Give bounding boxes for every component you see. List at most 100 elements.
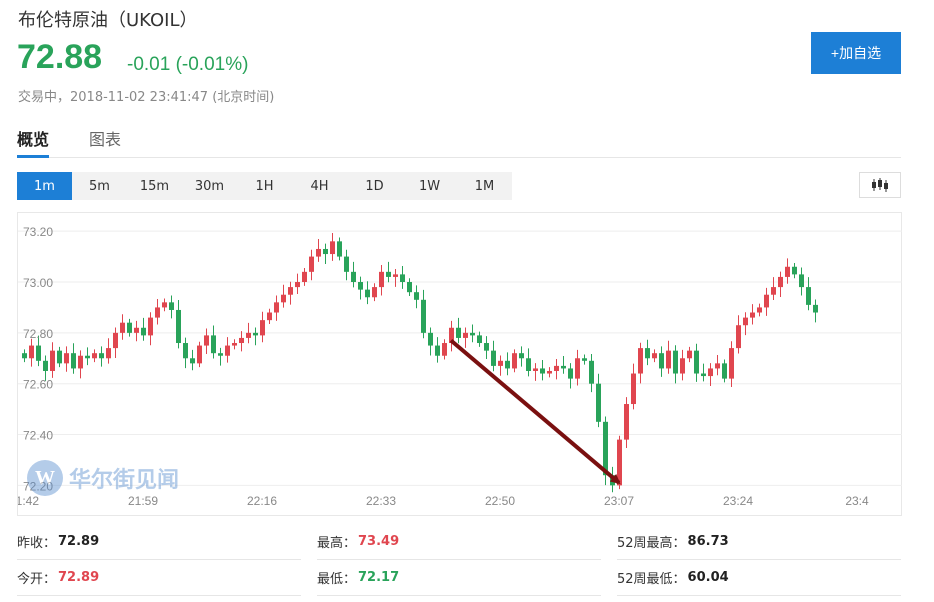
- candle-body: [309, 256, 314, 272]
- candle-body: [729, 348, 734, 379]
- candle-body: [407, 282, 412, 293]
- candle-body: [589, 360, 594, 384]
- period-30m[interactable]: 30m: [194, 178, 225, 194]
- stat-label: 今开：: [17, 572, 57, 587]
- candle-body: [680, 358, 685, 374]
- period-5m[interactable]: 5m: [89, 178, 110, 194]
- candle-body: [645, 348, 650, 359]
- x-tick-label: 21:42: [18, 494, 39, 508]
- candle-body: [470, 332, 475, 336]
- period-1h[interactable]: 1H: [255, 178, 274, 194]
- candle-body: [771, 287, 776, 295]
- candle-body: [127, 322, 132, 333]
- period-1m[interactable]: 1m: [17, 172, 72, 200]
- candle-body: [365, 289, 370, 298]
- candle-body: [71, 353, 76, 369]
- x-tick-label: 22:33: [366, 494, 396, 508]
- candle-body: [302, 271, 307, 283]
- candle-body: [92, 353, 97, 359]
- candle-body: [197, 345, 202, 364]
- candle-body: [162, 302, 167, 308]
- candle-body: [512, 353, 517, 369]
- candle-body: [120, 322, 125, 333]
- period-selector: 1m 5m 15m 30m 1H 4H 1D 1W 1M: [17, 172, 512, 200]
- price-chart[interactable]: 73.20 73.00 72.80 72.60 72.40 72.2021:42 21:59…: [17, 212, 902, 516]
- stat-high: 最高： 73.49: [317, 524, 601, 560]
- period-1w[interactable]: 1W: [418, 178, 441, 194]
- add-to-watchlist-button[interactable]: +加自选: [811, 32, 901, 74]
- candle-body: [659, 353, 664, 369]
- candle-body: [701, 373, 706, 377]
- stats-panel: 昨收： 72.89 最高： 73.49 52周最高： 86.73 今开： 72.…: [17, 524, 901, 600]
- candle-body: [442, 343, 447, 356]
- stat-52w-low: 52周最低： 60.04: [617, 560, 901, 596]
- x-tick-label: 21:59: [128, 494, 158, 508]
- candle-body: [694, 350, 699, 374]
- watermark: W 华尔街见闻: [27, 460, 179, 496]
- candle-body: [498, 360, 503, 366]
- candle-body: [561, 365, 566, 369]
- tab-chart[interactable]: 图表: [89, 130, 122, 149]
- candle-body: [22, 353, 27, 359]
- candle-body: [526, 358, 531, 371]
- x-tick-label: 22:16: [247, 494, 277, 508]
- tab-overview[interactable]: 概览: [17, 126, 50, 158]
- candle-body: [281, 294, 286, 303]
- candle-body: [99, 353, 104, 359]
- candle-body: [218, 353, 223, 356]
- candle-body: [64, 353, 69, 364]
- x-tick-label: 22:50: [485, 494, 515, 508]
- candle-body: [183, 343, 188, 359]
- candle-body: [141, 327, 146, 336]
- stat-prev-close: 昨收： 72.89: [17, 524, 301, 560]
- candle-body: [372, 287, 377, 298]
- candle-body: [176, 309, 181, 344]
- candle-body: [715, 363, 720, 369]
- candle-body: [603, 421, 608, 476]
- stat-open: 今开： 72.89: [17, 560, 301, 596]
- candle-body: [414, 292, 419, 300]
- candle-body: [764, 294, 769, 308]
- candle-body: [239, 337, 244, 344]
- candle-body: [330, 241, 335, 255]
- candle-body: [428, 332, 433, 346]
- period-4h[interactable]: 4H: [310, 178, 329, 194]
- candle-body: [617, 439, 622, 486]
- stat-label: 52周最低：: [617, 572, 686, 587]
- y-tick-label: 72.20: [23, 479, 53, 493]
- candle-body: [421, 299, 426, 333]
- candle-body: [596, 383, 601, 422]
- candle-body: [358, 282, 363, 290]
- candle-body: [57, 350, 62, 364]
- stat-label: 昨收：: [17, 536, 57, 551]
- candle-body: [792, 266, 797, 275]
- candle-body: [743, 317, 748, 326]
- candle-body: [78, 355, 83, 369]
- x-tick-label: 23:24: [723, 494, 753, 508]
- candle-body: [253, 332, 258, 336]
- candle-body: [85, 355, 90, 359]
- candle-body: [148, 317, 153, 336]
- candle-body: [288, 287, 293, 295]
- stat-label: 52周最高：: [617, 536, 686, 551]
- period-15m[interactable]: 15m: [139, 178, 170, 194]
- candle-body: [337, 241, 342, 257]
- candle-body: [708, 368, 713, 377]
- period-1d[interactable]: 1D: [365, 178, 384, 194]
- candle-body: [757, 307, 762, 313]
- period-1mo[interactable]: 1M: [474, 178, 495, 194]
- candle-body: [449, 327, 454, 344]
- chart-type-button[interactable]: [859, 172, 901, 198]
- candle-body: [806, 287, 811, 305]
- candle-body: [540, 368, 545, 374]
- candle-body: [274, 302, 279, 313]
- candle-body: [554, 365, 559, 371]
- candle-body: [190, 358, 195, 364]
- candle-body: [260, 320, 265, 336]
- candlestick-icon: [872, 178, 888, 192]
- candle-body: [323, 248, 328, 255]
- candle-body: [484, 343, 489, 351]
- stat-label: 最低：: [317, 572, 357, 587]
- y-tick-label: 72.60: [23, 378, 53, 392]
- candlestick-chart-svg: 73.20 73.00 72.80 72.60 72.40 72.2021:42 21:59…: [18, 225, 902, 508]
